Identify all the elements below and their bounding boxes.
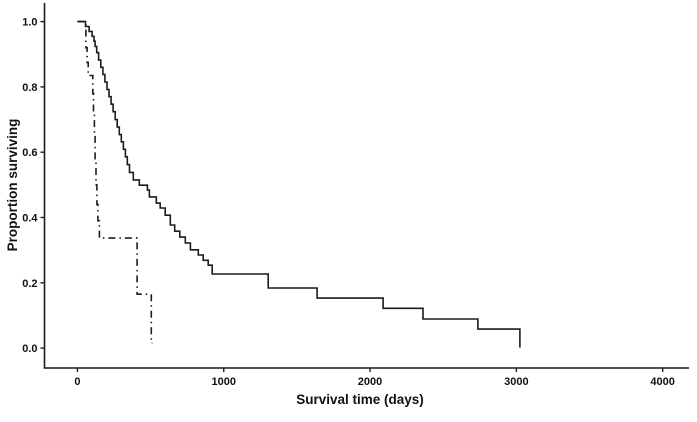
x-tick-label: 2000 — [358, 376, 382, 388]
y-tick-label: 0.0 — [22, 343, 37, 355]
survival-curves — [77, 20, 521, 348]
y-tick-label: 1.0 — [22, 17, 37, 29]
curve-group-solid — [77, 20, 521, 348]
axis-lines — [43, 3, 689, 369]
x-tick-label: 1000 — [211, 376, 235, 388]
y-tick-label: 0.6 — [22, 147, 37, 159]
axes-layer — [40, 3, 689, 372]
curve-group-dash-dot — [77, 20, 153, 344]
tick-labels-layer: 0 1000 2000 3000 4000 0.0 0.2 0.4 0.6 0.8 1.0 — [22, 17, 675, 388]
y-tick-label: 0.2 — [22, 278, 37, 290]
y-axis-title: Proportion surviving — [5, 119, 20, 252]
x-tick-label: 4000 — [650, 376, 674, 388]
x-tick-label: 0 — [74, 376, 80, 388]
y-tick-label: 0.4 — [22, 212, 38, 224]
x-tick-label: 3000 — [504, 376, 528, 388]
y-tick-label: 0.8 — [22, 82, 37, 94]
x-axis-title: Survival time (days) — [296, 392, 424, 407]
